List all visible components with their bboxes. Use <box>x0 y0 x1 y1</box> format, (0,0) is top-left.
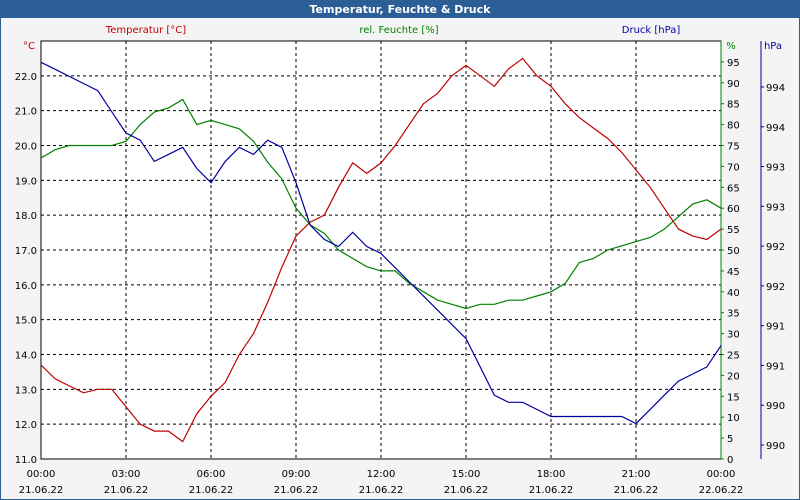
humidity-tick-label: 10 <box>727 413 740 424</box>
time-axis: 00:00 21.06.22 03:00 21.06.22 06:00 21.06.22 0… <box>19 469 744 496</box>
x-tick-date: 21.06.22 <box>444 485 489 496</box>
chart-title: Temperatur, Feuchte & Druck <box>1 1 799 18</box>
temperature-tick-label: 14.0 <box>15 351 37 362</box>
x-tick-time: 09:00 <box>282 469 311 480</box>
temperature-unit: °C <box>23 41 35 52</box>
humidity-tick-label: 75 <box>727 142 740 153</box>
x-tick-time: 21:00 <box>622 469 651 480</box>
pressure-tick-label: 993 <box>766 202 785 213</box>
pressure-tick-label: 992 <box>766 282 785 293</box>
pressure-legend: Druck [hPa] <box>622 25 681 36</box>
x-tick-date: 21.06.22 <box>189 485 234 496</box>
temperature-tick-label: 11.0 <box>15 455 37 466</box>
temperature-axis: 22.0 21.0 20.0 19.0 18.0 17.0 16.0 15.0 14.0 13.0… <box>15 41 37 466</box>
pressure-tick-label: 994 <box>766 83 785 94</box>
x-tick-time: 00:00 <box>27 469 56 480</box>
x-tick-time: 06:00 <box>197 469 226 480</box>
temperature-tick-label: 12.0 <box>15 420 37 431</box>
temperature-tick-label: 19.0 <box>15 176 37 187</box>
humidity-tick-label: 80 <box>727 121 740 132</box>
humidity-tick-label: 55 <box>727 225 740 236</box>
humidity-tick-label: 60 <box>727 204 740 215</box>
x-tick-date: 21.06.22 <box>529 485 574 496</box>
x-tick-time: 12:00 <box>367 469 396 480</box>
humidity-tick-label: 15 <box>727 392 740 403</box>
x-tick-date: 21.06.22 <box>104 485 149 496</box>
humidity-tick-label: 90 <box>727 79 740 90</box>
temperature-tick-label: 22.0 <box>15 72 37 83</box>
humidity-tick-label: 20 <box>727 371 740 382</box>
humidity-tick-label: 85 <box>727 100 740 111</box>
pressure-unit: hPa <box>764 41 782 52</box>
humidity-tick-label: 95 <box>727 58 740 69</box>
x-tick-time: 03:00 <box>112 469 141 480</box>
humidity-tick-label: 45 <box>727 267 740 278</box>
x-tick-date: 22.06.22 <box>699 485 744 496</box>
x-tick-date: 21.06.22 <box>274 485 319 496</box>
x-tick-time: 00:00 <box>707 469 736 480</box>
pressure-line <box>40 61 722 425</box>
axis-titles: Temperatur [°C] rel. Feuchte [%] Druck [hP… <box>105 25 681 36</box>
series-lines <box>40 57 722 443</box>
humidity-tick-label: 25 <box>727 351 740 362</box>
humidity-tick-label: 0 <box>727 455 733 466</box>
humidity-line <box>40 98 722 310</box>
x-tick-date: 21.06.22 <box>19 485 64 496</box>
pressure-tick-label: 990 <box>766 441 785 452</box>
temperature-tick-label: 18.0 <box>15 211 37 222</box>
x-tick-time: 15:00 <box>452 469 481 480</box>
humidity-tick-label: 5 <box>727 434 733 445</box>
temperature-tick-label: 16.0 <box>15 281 37 292</box>
temperature-legend: Temperatur [°C] <box>105 25 186 36</box>
pressure-tick-label: 994 <box>766 123 785 134</box>
x-tick-time: 18:00 <box>537 469 566 480</box>
humidity-tick-label: 30 <box>727 330 740 341</box>
humidity-tick-label: 70 <box>727 162 740 173</box>
temperature-tick-label: 13.0 <box>15 385 37 396</box>
x-tick-date: 21.06.22 <box>614 485 659 496</box>
x-tick-date: 21.06.22 <box>359 485 404 496</box>
temperature-tick-label: 21.0 <box>15 107 37 118</box>
temperature-tick-label: 17.0 <box>15 246 37 257</box>
humidity-tick-label: 40 <box>727 288 740 299</box>
pressure-tick-label: 991 <box>766 322 785 333</box>
humidity-tick-label: 35 <box>727 309 740 320</box>
pressure-tick-label: 991 <box>766 361 785 372</box>
temperature-tick-label: 15.0 <box>15 316 37 327</box>
humidity-tick-label: 65 <box>727 183 740 194</box>
temperature-line <box>40 57 722 443</box>
pressure-tick-label: 992 <box>766 242 785 253</box>
temperature-tick-label: 20.0 <box>15 142 37 153</box>
humidity-legend: rel. Feuchte [%] <box>359 25 438 36</box>
pressure-tick-label: 990 <box>766 401 785 412</box>
humidity-unit: % <box>726 41 736 52</box>
pressure-tick-label: 993 <box>766 163 785 174</box>
humidity-tick-label: 50 <box>727 246 740 257</box>
pressure-axis: 994 994 993 993 992 992 991 991 990 990 hPa <box>760 41 785 459</box>
